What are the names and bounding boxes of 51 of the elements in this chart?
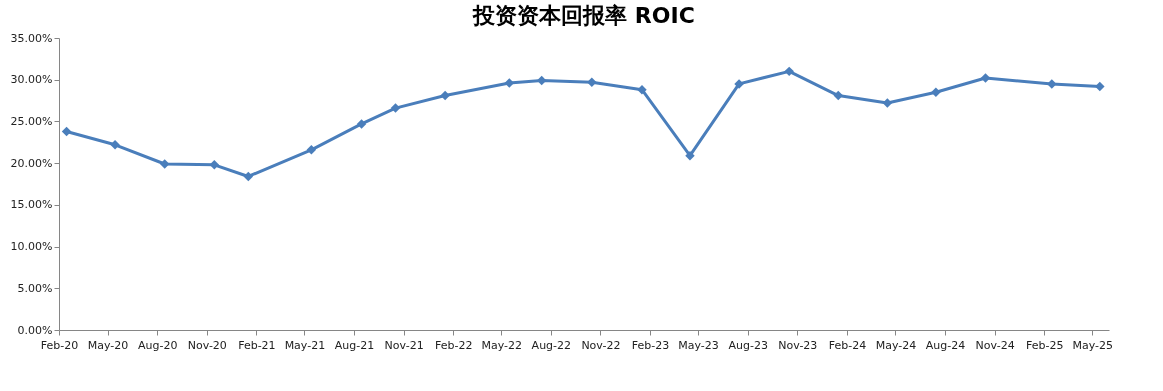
x-tick-label: Aug-20 (137, 338, 178, 352)
x-tick-label: Feb-20 (40, 338, 79, 352)
point (931, 87, 941, 97)
y-tick-label: 35.00% (10, 31, 53, 45)
point (536, 75, 547, 86)
point (1095, 81, 1105, 92)
x-tick-label: May-21 (284, 338, 326, 352)
y-tick-label: 10.00% (10, 240, 53, 254)
x-tick-label: Feb-23 (631, 338, 670, 352)
point (209, 160, 220, 170)
point (980, 73, 991, 83)
y-tick-label: 5.00% (17, 281, 53, 295)
x-tick-label: Nov-24 (975, 338, 1015, 352)
x-tick-label: Feb-22 (435, 338, 473, 352)
point (637, 84, 647, 95)
x-tick-label: Aug-23 (728, 338, 768, 352)
point (685, 150, 695, 161)
y-tick-label: 25.00% (10, 114, 53, 128)
x-tick-label: Aug-22 (531, 338, 572, 352)
point (833, 90, 844, 101)
point (243, 171, 254, 182)
point (1047, 79, 1057, 89)
chart-title: 投资资本回报率 ROIC (472, 3, 695, 28)
x-tick-label: Nov-20 (187, 338, 227, 352)
point (306, 145, 317, 155)
x-tick-label: Nov-22 (581, 338, 621, 352)
x-tick-label: Feb-21 (238, 338, 276, 352)
x-tick-label: Feb-25 (1026, 338, 1064, 352)
x-tick-label: May-24 (875, 338, 917, 352)
x-tick-label: May-22 (481, 338, 522, 352)
point (61, 126, 72, 137)
y-tick-label: 20.00% (10, 156, 53, 170)
x-tick-label: May-25 (1072, 338, 1114, 352)
x-tick-label: Aug-21 (334, 338, 375, 352)
x-tick-label: Aug-24 (925, 338, 966, 352)
point (784, 66, 794, 77)
point (390, 103, 401, 113)
x-tick-label: Nov-21 (384, 338, 424, 352)
point (440, 90, 450, 101)
x-tick-label: Nov-23 (778, 338, 818, 352)
x-tick-label: May-20 (87, 338, 129, 352)
y-tick-label: 30.00% (10, 73, 53, 87)
x-tick-label: May-23 (678, 338, 719, 352)
x-tick-label: Feb-24 (828, 338, 867, 352)
point (356, 119, 367, 129)
point (587, 77, 597, 87)
point (159, 159, 170, 169)
y-tick-label: 0.00% (17, 323, 53, 337)
point (110, 140, 120, 150)
point (882, 98, 893, 108)
y-tick-label: 15.00% (10, 198, 53, 212)
